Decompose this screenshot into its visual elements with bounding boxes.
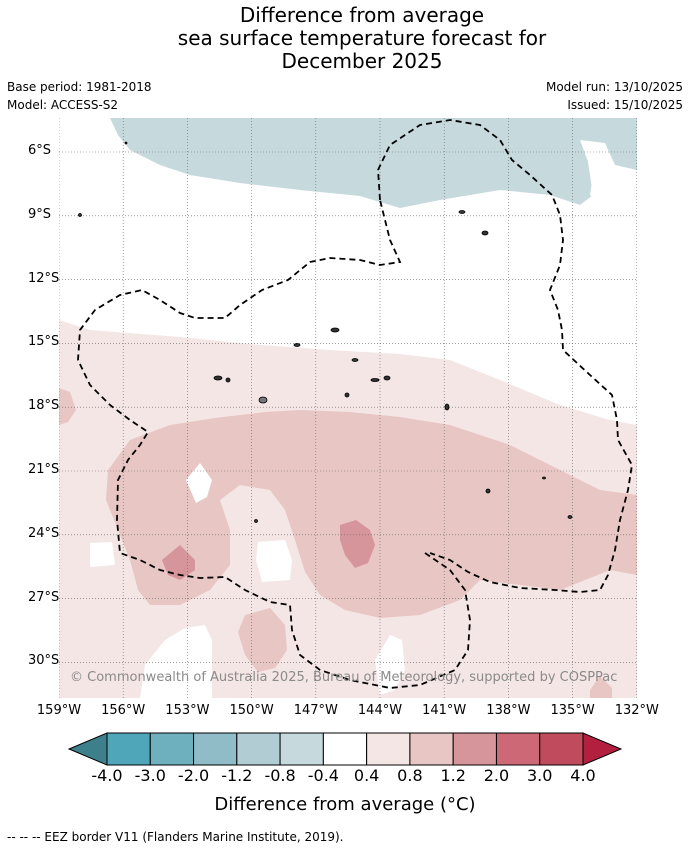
neutral-patch-1 [186, 463, 212, 503]
longitude-label: 150°W [229, 703, 274, 718]
graticule [59, 118, 637, 698]
model-name: Model: ACCESS-S2 [7, 98, 119, 112]
latitude-label: 15°S [28, 334, 60, 350]
longitude-label: 144°W [357, 703, 403, 718]
colorbar-tick-label: 0.8 [397, 766, 423, 785]
title-line-2: sea surface temperature forecast for [177, 26, 547, 50]
warm-anomaly-west-edge [59, 388, 76, 425]
latitude-label: 12°S [28, 270, 60, 286]
island [254, 519, 258, 523]
title-line-3: December 2025 [281, 49, 443, 73]
chart-title: Difference from average sea surface temp… [0, 4, 690, 73]
colorbar-segment [366, 732, 411, 766]
colorbar-tick-label: 0.4 [353, 766, 380, 785]
colorbar-segment [149, 732, 195, 766]
colorbar-segment [193, 732, 238, 766]
meta-right: Model run: 13/10/2025 Issued: 15/10/2025 [546, 78, 683, 114]
latitude-label: 6°S [28, 143, 52, 158]
map-area: © Commonwealth of Australia 2025, Bureau… [59, 118, 637, 698]
colorbar-tick-label: -0.4 [307, 766, 339, 785]
colorbar-extend-high [582, 732, 623, 766]
island [330, 327, 340, 333]
latitude-label: 30°S [28, 653, 60, 669]
issued-date: Issued: 15/10/2025 [567, 98, 683, 112]
cool-anomaly-region [110, 118, 637, 208]
latitude-label: 18°S [28, 398, 60, 414]
latitude-label: 24°S [28, 525, 60, 541]
longitude-label: 159°W [36, 703, 82, 718]
island [213, 375, 223, 381]
warm-anomaly-south-blob [238, 608, 287, 672]
colorbar-extend-low [67, 732, 108, 766]
longitude-label: 138°W [486, 703, 531, 718]
island-tahiti [258, 396, 268, 404]
title-line-1: Difference from average [239, 3, 485, 27]
latitude-label: 27°S [28, 589, 60, 605]
island [225, 377, 231, 383]
longitude-label: 156°W [101, 703, 146, 718]
colorbar-tick-label: -2.0 [177, 766, 210, 785]
longitude-label: 141°W [422, 703, 467, 718]
colorbar-tick-label: 1.2 [440, 766, 466, 785]
island [567, 515, 573, 519]
copyright-notice: © Commonwealth of Australia 2025, Bureau… [70, 670, 617, 685]
neutral-patch-5 [375, 635, 405, 695]
colorbar-segment [495, 732, 541, 766]
colorbar-segment [279, 732, 324, 766]
island [458, 210, 466, 214]
colorbar-tick-label: 2.0 [483, 766, 510, 785]
longitude-label: 135°W [550, 703, 595, 718]
colorbar-tick-label: -4.0 [91, 766, 123, 785]
longitude-label: 153°W [165, 703, 210, 718]
colorbar-segment [236, 732, 281, 766]
island [351, 358, 359, 362]
island [370, 378, 380, 382]
island [124, 141, 128, 145]
colorbar-title: Difference from average (°C) [214, 794, 476, 815]
colorbar-tick-label: 4.0 [570, 766, 596, 785]
island [481, 230, 489, 236]
latitude-label: 9°S [28, 206, 52, 222]
eez-border [77, 119, 633, 689]
white-patch-top-right [580, 140, 637, 205]
base-period: Base period: 1981-2018 [7, 80, 152, 94]
colorbar-tick-label: 3.0 [526, 766, 553, 785]
island [485, 488, 491, 494]
warm-anomaly-strong-1 [340, 520, 375, 568]
neutral-patch-2 [256, 540, 292, 582]
colorbar-tick-label: -3.0 [134, 766, 166, 785]
colorbar-segment [409, 732, 454, 766]
colorbar [67, 732, 623, 766]
island [78, 213, 82, 217]
neutral-patch-3 [90, 542, 115, 567]
meta-left: Base period: 1981-2018 Model: ACCESS-S2 [7, 78, 152, 114]
colorbar-tick-label: -0.8 [264, 766, 296, 785]
colorbar-tick-label: -1.2 [221, 766, 253, 785]
island [383, 375, 391, 381]
latitude-label: 21°S [28, 462, 60, 477]
eez-legend-note: -- -- -- EEZ border V11 (Flanders Marine… [7, 830, 344, 844]
colorbar-segment [452, 732, 497, 766]
colorbar-segment [106, 732, 151, 766]
neutral-patch-4 [140, 625, 212, 698]
longitude-label: 132°W [614, 703, 659, 718]
island [344, 392, 350, 398]
colorbar-segment [322, 732, 368, 766]
model-run: Model run: 13/10/2025 [545, 80, 683, 94]
islands [78, 141, 573, 523]
island [444, 403, 450, 411]
warm-anomaly-se-blob [590, 676, 612, 698]
warm-anomaly-medium [106, 410, 637, 618]
longitude-label: 147°W [293, 703, 338, 718]
warm-anomaly-strong-2 [162, 545, 195, 580]
island [293, 343, 301, 347]
colorbar-segment [539, 732, 584, 766]
island [542, 476, 546, 480]
